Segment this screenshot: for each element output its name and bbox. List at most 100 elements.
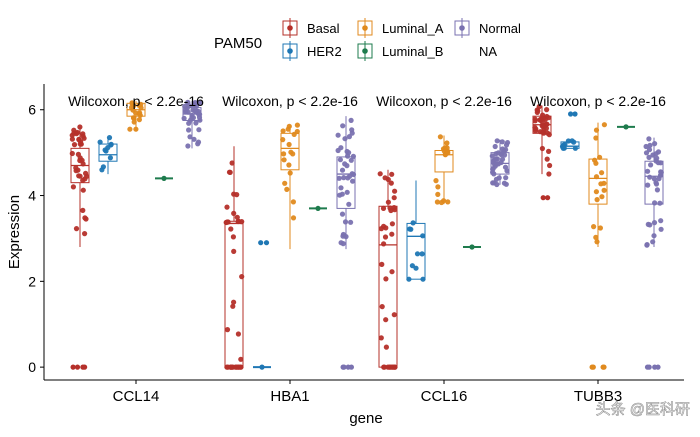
jitter-point bbox=[337, 157, 343, 163]
jitter-point bbox=[136, 111, 142, 117]
box-elements bbox=[70, 101, 664, 370]
jitter-point bbox=[73, 165, 79, 171]
jitter-point bbox=[83, 170, 89, 176]
jitter-point bbox=[229, 160, 235, 166]
jitter-point bbox=[336, 175, 342, 181]
jitter-point bbox=[196, 127, 202, 133]
jitter-point bbox=[284, 186, 290, 192]
point-ccl16-luminal-b bbox=[469, 244, 475, 250]
jitter-point bbox=[335, 132, 341, 138]
jitter-point bbox=[504, 168, 510, 174]
jitter-point bbox=[291, 131, 297, 137]
box-ccl16-her2 bbox=[406, 222, 426, 280]
legend-key-point bbox=[287, 25, 293, 31]
jitter-point bbox=[348, 219, 354, 225]
jitter-point bbox=[593, 189, 600, 195]
jitter-point bbox=[657, 200, 663, 206]
jitter-point bbox=[597, 225, 604, 231]
legend-label-luminal-a: Luminal_A bbox=[382, 21, 444, 36]
significance-annotations: Wilcoxon, p < 2.2e-16 Wilcoxon, p < 2.2e-… bbox=[68, 93, 666, 109]
jitter-point bbox=[499, 139, 505, 145]
jitter-point bbox=[286, 123, 292, 129]
jitter-point bbox=[643, 143, 649, 150]
jitter-point bbox=[339, 191, 345, 197]
jitter-point bbox=[654, 187, 661, 193]
jitter-point bbox=[534, 107, 540, 113]
jitter-point bbox=[342, 161, 348, 167]
legend-label-luminal-b: Luminal_B bbox=[382, 44, 443, 59]
jitter-point bbox=[490, 166, 496, 172]
jitter-point bbox=[346, 201, 352, 207]
jitter-point bbox=[73, 131, 80, 137]
point-hba1-luminal-b bbox=[315, 205, 321, 212]
jitter-point bbox=[645, 168, 651, 174]
jitter-point bbox=[347, 173, 353, 179]
outlier-point bbox=[82, 364, 88, 370]
legend-key-point bbox=[287, 48, 293, 54]
jitter-point bbox=[75, 151, 81, 157]
axes bbox=[43, 84, 684, 381]
outlier-point bbox=[568, 111, 574, 117]
legend-item-luminal-a: Luminal_A bbox=[357, 18, 444, 38]
jitter-point bbox=[80, 207, 86, 213]
jitter-point bbox=[493, 176, 499, 182]
jitter-point bbox=[498, 159, 504, 166]
jitter-point bbox=[382, 175, 388, 181]
box-tubb3-luminal-a bbox=[588, 158, 608, 205]
jitter-point bbox=[419, 251, 425, 257]
jitter-point bbox=[226, 169, 233, 175]
jitter-point bbox=[389, 231, 395, 237]
legend-item-basal: Basal bbox=[282, 18, 340, 38]
jitter-point bbox=[282, 180, 288, 186]
y-tick-label-4: 4 bbox=[28, 188, 36, 204]
jitter-point bbox=[339, 167, 346, 173]
jitter-point bbox=[435, 191, 441, 197]
jitter-point bbox=[389, 269, 395, 275]
jitter-points bbox=[69, 99, 664, 370]
jitter-point bbox=[645, 182, 651, 188]
point-ccl14-luminal-b bbox=[161, 175, 167, 181]
jitter-point bbox=[646, 147, 653, 153]
jitter-point bbox=[69, 136, 75, 142]
jitter-point bbox=[69, 132, 75, 138]
box-ccl16-luminal-a bbox=[434, 149, 454, 173]
jitter-point bbox=[192, 108, 198, 114]
jitter-point bbox=[414, 251, 421, 257]
jitter-point bbox=[503, 147, 509, 153]
jitter-point bbox=[540, 129, 546, 135]
jitter-point bbox=[391, 195, 397, 201]
jitter-point bbox=[195, 141, 201, 147]
legend-item-luminal-b: Luminal_B bbox=[357, 41, 443, 61]
jitter-point bbox=[185, 143, 191, 149]
legend-label-normal: Normal bbox=[479, 21, 521, 36]
legend-item-normal: Normal bbox=[454, 18, 521, 38]
jitter-point bbox=[136, 117, 142, 123]
y-tick-label-6: 6 bbox=[28, 102, 36, 118]
y-axis-title: Expression bbox=[6, 195, 23, 269]
jitter-point bbox=[76, 173, 82, 179]
jitter-point bbox=[644, 242, 650, 248]
jitter-point bbox=[503, 175, 509, 181]
jitter-point bbox=[410, 220, 416, 226]
x-tick-label-tubb3: TUBB3 bbox=[574, 388, 622, 405]
jitter-point bbox=[655, 149, 662, 155]
point-tubb3-luminal-b bbox=[623, 124, 629, 130]
outlier-point bbox=[258, 240, 264, 246]
legend-item-na: NA bbox=[479, 44, 497, 59]
jitter-point bbox=[646, 136, 652, 142]
jitter-point bbox=[601, 187, 607, 193]
jitter-point bbox=[433, 178, 439, 184]
legend-label-basal: Basal bbox=[307, 21, 340, 36]
jitter-point bbox=[290, 215, 297, 221]
jitter-point bbox=[131, 119, 137, 125]
jitter-point bbox=[193, 120, 199, 126]
box-tubb3-her2 bbox=[560, 141, 580, 149]
jitter-point bbox=[379, 261, 385, 267]
jitter-point bbox=[503, 142, 510, 148]
jitter-point bbox=[238, 356, 244, 362]
jitter-point bbox=[389, 171, 395, 177]
jitter-point bbox=[658, 226, 664, 232]
jitter-point bbox=[196, 100, 202, 106]
